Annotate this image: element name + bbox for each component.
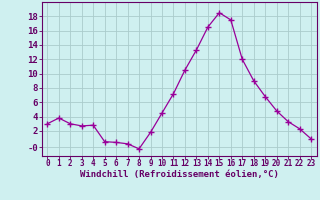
X-axis label: Windchill (Refroidissement éolien,°C): Windchill (Refroidissement éolien,°C) [80,170,279,179]
